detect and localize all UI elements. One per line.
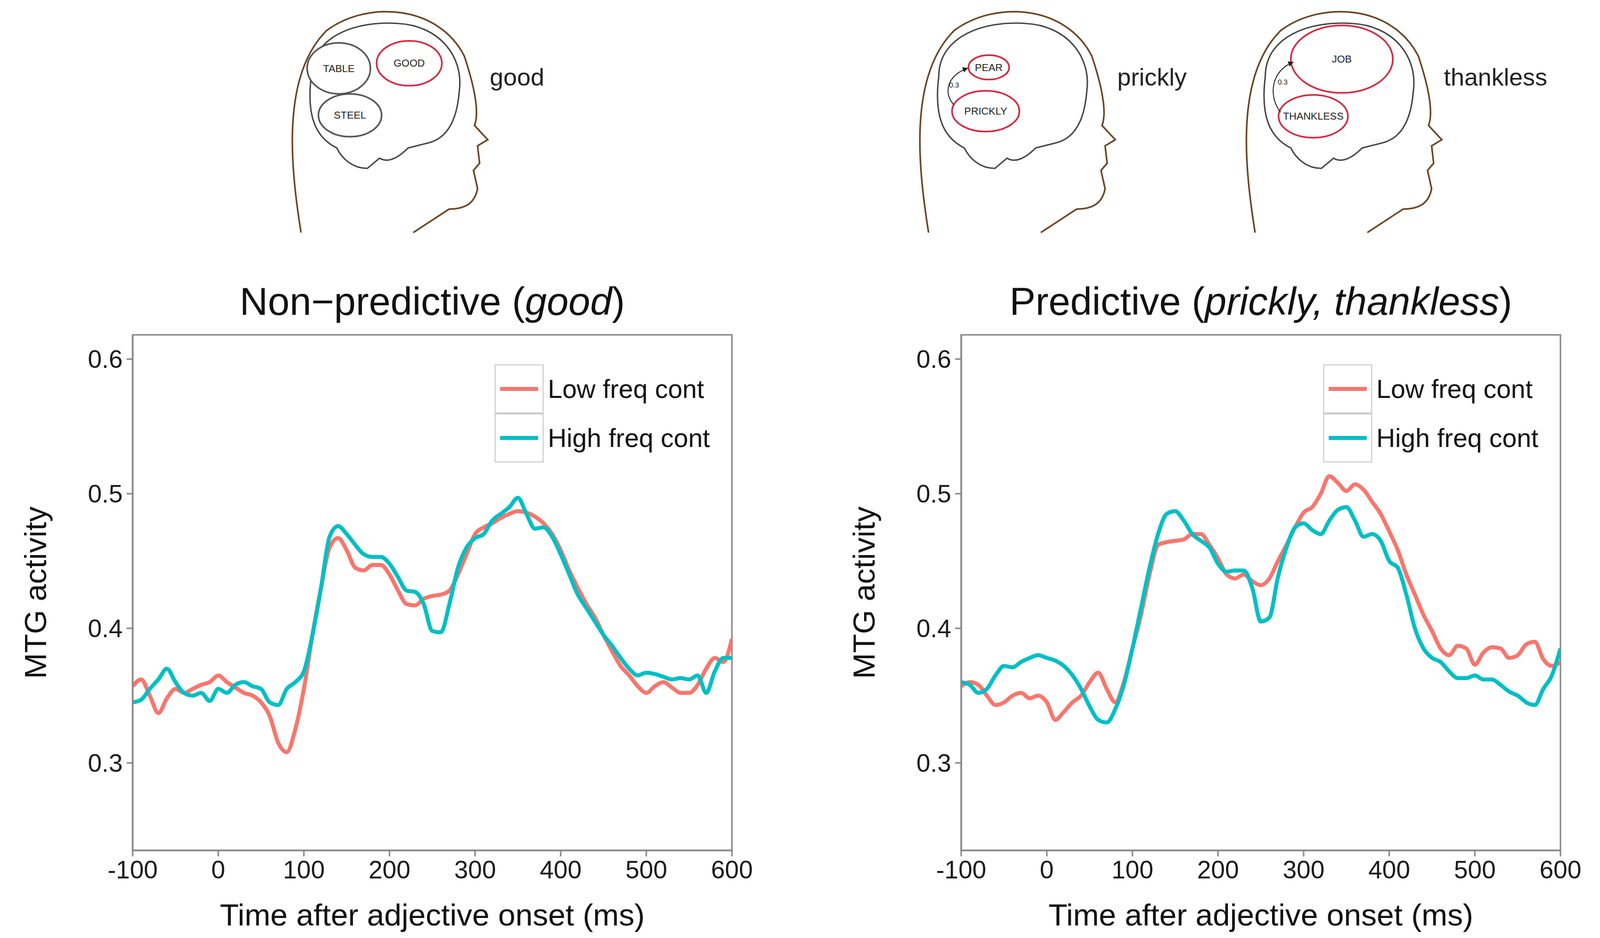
svg-text:JOB: JOB bbox=[1331, 53, 1352, 65]
svg-text:0: 0 bbox=[211, 856, 226, 885]
svg-text:0.4: 0.4 bbox=[87, 614, 123, 643]
svg-text:600: 600 bbox=[710, 856, 753, 885]
svg-text:0.3: 0.3 bbox=[1277, 78, 1288, 87]
svg-text:GOOD: GOOD bbox=[393, 58, 425, 70]
html-text:Low freq cont: Low freq cont bbox=[1376, 374, 1533, 404]
svg-text:500: 500 bbox=[625, 856, 667, 885]
svg-text:MTG activity: MTG activity bbox=[18, 506, 53, 679]
svg-text:0.5: 0.5 bbox=[916, 480, 952, 509]
svg-text:0.6: 0.6 bbox=[916, 345, 952, 374]
svg-text:MTG activity: MTG activity bbox=[846, 506, 882, 679]
html-text:Predictive (prickly, thankless: Predictive (prickly, thankless) bbox=[1009, 279, 1513, 324]
svg-text:100: 100 bbox=[282, 856, 325, 885]
svg-text:0.3: 0.3 bbox=[87, 749, 123, 778]
svg-text:-100: -100 bbox=[936, 856, 987, 885]
html-text:Low freq cont: Low freq cont bbox=[547, 374, 705, 404]
svg-text:600: 600 bbox=[1539, 856, 1581, 885]
html-text:Non−predictive (good): Non−predictive (good) bbox=[239, 279, 625, 324]
svg-text:0.5: 0.5 bbox=[87, 480, 123, 509]
svg-text:200: 200 bbox=[368, 856, 411, 885]
svg-text:400: 400 bbox=[539, 856, 582, 885]
svg-text:TABLE: TABLE bbox=[322, 63, 355, 75]
svg-text:good: good bbox=[489, 63, 545, 91]
svg-text:THANKLESS: THANKLESS bbox=[1283, 110, 1344, 122]
svg-text:300: 300 bbox=[1282, 856, 1325, 885]
svg-text:400: 400 bbox=[1368, 856, 1410, 885]
svg-text:STEEL: STEEL bbox=[333, 109, 367, 121]
svg-text:0.3: 0.3 bbox=[916, 749, 952, 778]
svg-text:200: 200 bbox=[1196, 856, 1239, 885]
html-text:High freq cont: High freq cont bbox=[547, 423, 710, 453]
html-text:High freq cont: High freq cont bbox=[1376, 423, 1539, 453]
svg-text:500: 500 bbox=[1453, 856, 1496, 885]
svg-text:100: 100 bbox=[1111, 856, 1153, 885]
svg-text:prickly: prickly bbox=[1117, 63, 1187, 91]
svg-text:-100: -100 bbox=[107, 856, 158, 885]
svg-text:Time after adjective onset (ms: Time after adjective onset (ms) bbox=[219, 897, 645, 933]
svg-text:0.3: 0.3 bbox=[949, 81, 960, 90]
svg-text:PRICKLY: PRICKLY bbox=[964, 105, 1008, 117]
svg-text:0.4: 0.4 bbox=[916, 614, 952, 643]
svg-text:0: 0 bbox=[1039, 856, 1054, 885]
svg-text:PEAR: PEAR bbox=[974, 62, 1003, 74]
svg-text:Time after adjective onset (ms: Time after adjective onset (ms) bbox=[1048, 897, 1474, 933]
svg-text:0.6: 0.6 bbox=[87, 345, 123, 374]
svg-text:300: 300 bbox=[454, 856, 496, 885]
svg-text:thankless: thankless bbox=[1443, 63, 1548, 91]
